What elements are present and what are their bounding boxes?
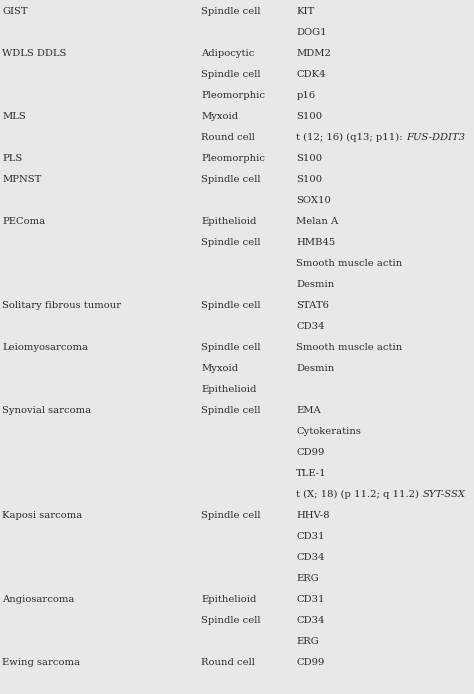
Text: STAT6: STAT6 [296, 301, 329, 310]
Text: Epithelioid: Epithelioid [201, 385, 257, 394]
Text: CDK4: CDK4 [296, 70, 326, 79]
Text: Melan A: Melan A [296, 217, 338, 226]
Text: Spindle cell: Spindle cell [201, 175, 261, 184]
Text: KIT: KIT [296, 7, 315, 16]
Text: Pleomorphic: Pleomorphic [201, 154, 265, 163]
Text: Spindle cell: Spindle cell [201, 616, 261, 625]
Text: GIST: GIST [2, 7, 28, 16]
Text: PLS: PLS [2, 154, 23, 163]
Text: S100: S100 [296, 154, 322, 163]
Text: Spindle cell: Spindle cell [201, 7, 261, 16]
Text: Spindle cell: Spindle cell [201, 70, 261, 79]
Text: Kaposi sarcoma: Kaposi sarcoma [2, 511, 82, 520]
Text: MDM2: MDM2 [296, 49, 331, 58]
Text: Round cell: Round cell [201, 658, 255, 667]
Text: Cytokeratins: Cytokeratins [296, 427, 361, 436]
Text: ERG: ERG [296, 637, 319, 646]
Text: Solitary fibrous tumour: Solitary fibrous tumour [2, 301, 121, 310]
Text: Spindle cell: Spindle cell [201, 343, 261, 352]
Text: Epithelioid: Epithelioid [201, 595, 257, 604]
Text: Myxoid: Myxoid [201, 364, 238, 373]
Text: Ewing sarcoma: Ewing sarcoma [2, 658, 81, 667]
Text: Spindle cell: Spindle cell [201, 511, 261, 520]
Text: CD34: CD34 [296, 322, 325, 331]
Text: t (12; 16) (q13; p11):: t (12; 16) (q13; p11): [296, 133, 406, 142]
Text: S100: S100 [296, 175, 322, 184]
Text: EMA: EMA [296, 406, 321, 415]
Text: Synovial sarcoma: Synovial sarcoma [2, 406, 91, 415]
Text: Round cell: Round cell [201, 133, 255, 142]
Text: CD99: CD99 [296, 658, 325, 667]
Text: t (X; 18) (p 11.2; q 11.2): t (X; 18) (p 11.2; q 11.2) [296, 490, 422, 499]
Text: Spindle cell: Spindle cell [201, 238, 261, 247]
Text: SOX10: SOX10 [296, 196, 331, 205]
Text: Adipocytic: Adipocytic [201, 49, 255, 58]
Text: S100: S100 [296, 112, 322, 121]
Text: Leiomyosarcoma: Leiomyosarcoma [2, 343, 88, 352]
Text: HMB45: HMB45 [296, 238, 336, 247]
Text: ERG: ERG [296, 574, 319, 583]
Text: CD31: CD31 [296, 595, 325, 604]
Text: Desmin: Desmin [296, 280, 335, 289]
Text: Myxoid: Myxoid [201, 112, 238, 121]
Text: Spindle cell: Spindle cell [201, 301, 261, 310]
Text: MLS: MLS [2, 112, 26, 121]
Text: WDLS DDLS: WDLS DDLS [2, 49, 67, 58]
Text: CD99: CD99 [296, 448, 325, 457]
Text: Epithelioid: Epithelioid [201, 217, 257, 226]
Text: PEComa: PEComa [2, 217, 46, 226]
Text: DOG1: DOG1 [296, 28, 327, 37]
Text: MPNST: MPNST [2, 175, 42, 184]
Text: Pleomorphic: Pleomorphic [201, 91, 265, 100]
Text: FUS-DDIT3: FUS-DDIT3 [406, 133, 465, 142]
Text: HHV-8: HHV-8 [296, 511, 330, 520]
Text: Spindle cell: Spindle cell [201, 406, 261, 415]
Text: TLE-1: TLE-1 [296, 469, 327, 478]
Text: Angiosarcoma: Angiosarcoma [2, 595, 75, 604]
Text: Smooth muscle actin: Smooth muscle actin [296, 343, 402, 352]
Text: CD31: CD31 [296, 532, 325, 541]
Text: Smooth muscle actin: Smooth muscle actin [296, 259, 402, 268]
Text: Desmin: Desmin [296, 364, 335, 373]
Text: CD34: CD34 [296, 616, 325, 625]
Text: CD34: CD34 [296, 553, 325, 562]
Text: p16: p16 [296, 91, 315, 100]
Text: SYT-SSX: SYT-SSX [422, 490, 465, 499]
